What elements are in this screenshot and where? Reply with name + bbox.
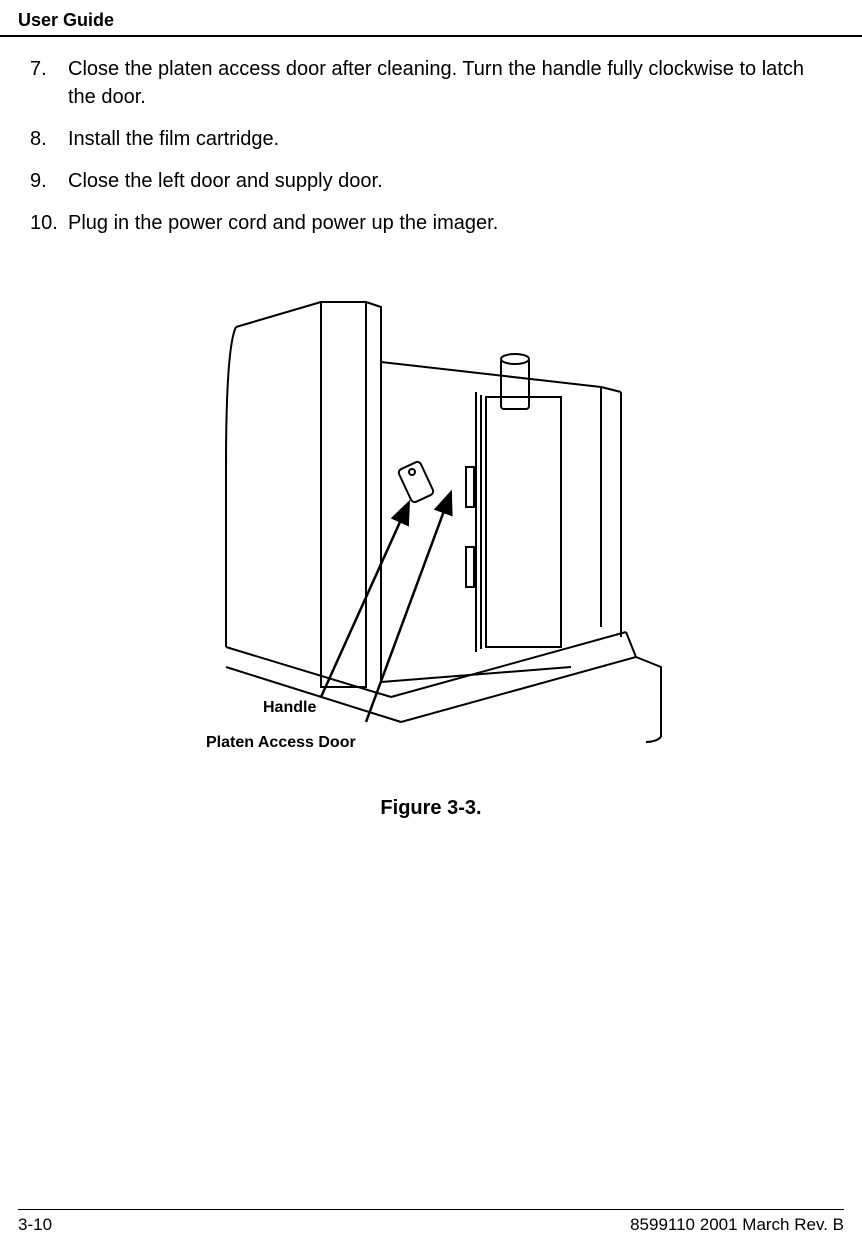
page-content: 7. Close the platen access door after cl… — [0, 37, 862, 820]
list-item: 9. Close the left door and supply door. — [30, 167, 832, 195]
list-item: 8. Install the film cartridge. — [30, 125, 832, 153]
footer-page-number: 3-10 — [18, 1215, 52, 1235]
list-text: Install the film cartridge. — [68, 125, 832, 153]
figure-caption: Figure 3-3. — [30, 797, 832, 820]
list-number: 7. — [30, 55, 68, 111]
list-text: Close the left door and supply door. — [68, 167, 832, 195]
label-platen: Platen Access Door — [206, 734, 356, 751]
label-handle: Handle — [263, 699, 316, 716]
list-item: 10. Plug in the power cord and power up … — [30, 209, 832, 237]
technical-diagram: Handle Platen Access Door — [191, 267, 671, 787]
list-number: 8. — [30, 125, 68, 153]
list-number: 10. — [30, 209, 68, 237]
list-text: Close the platen access door after clean… — [68, 55, 832, 111]
footer-doc-info: 8599110 2001 March Rev. B — [630, 1215, 844, 1235]
figure-container: Handle Platen Access Door — [30, 267, 832, 787]
list-text: Plug in the power cord and power up the … — [68, 209, 832, 237]
header-title: User Guide — [18, 10, 844, 31]
page-header: User Guide — [0, 0, 862, 37]
list-number: 9. — [30, 167, 68, 195]
page-footer: 3-10 8599110 2001 March Rev. B — [18, 1209, 844, 1235]
list-item: 7. Close the platen access door after cl… — [30, 55, 832, 111]
